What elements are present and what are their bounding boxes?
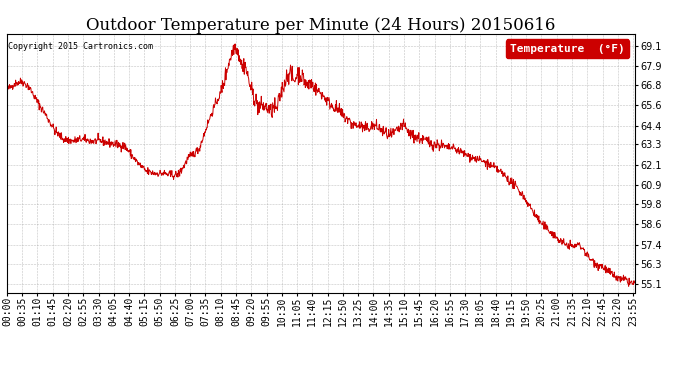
Temperature  (°F) — [556, 236, 564, 241]
Temperature  (°F) — [231, 42, 239, 46]
Temperature  (°F) — [624, 284, 633, 288]
Temperature  (°F) — [142, 169, 150, 174]
Text: Copyright 2015 Cartronics.com: Copyright 2015 Cartronics.com — [8, 42, 153, 51]
Temperature  (°F) — [419, 138, 427, 142]
Temperature  (°F) — [213, 101, 221, 106]
Temperature  (°F) — [631, 280, 639, 285]
Legend: Temperature  (°F): Temperature (°F) — [506, 39, 629, 58]
Line: Temperature  (°F): Temperature (°F) — [7, 44, 635, 286]
Temperature  (°F) — [127, 156, 135, 161]
Title: Outdoor Temperature per Minute (24 Hours) 20150616: Outdoor Temperature per Minute (24 Hours… — [86, 16, 555, 34]
Temperature  (°F) — [501, 174, 509, 178]
Temperature  (°F) — [3, 87, 11, 91]
